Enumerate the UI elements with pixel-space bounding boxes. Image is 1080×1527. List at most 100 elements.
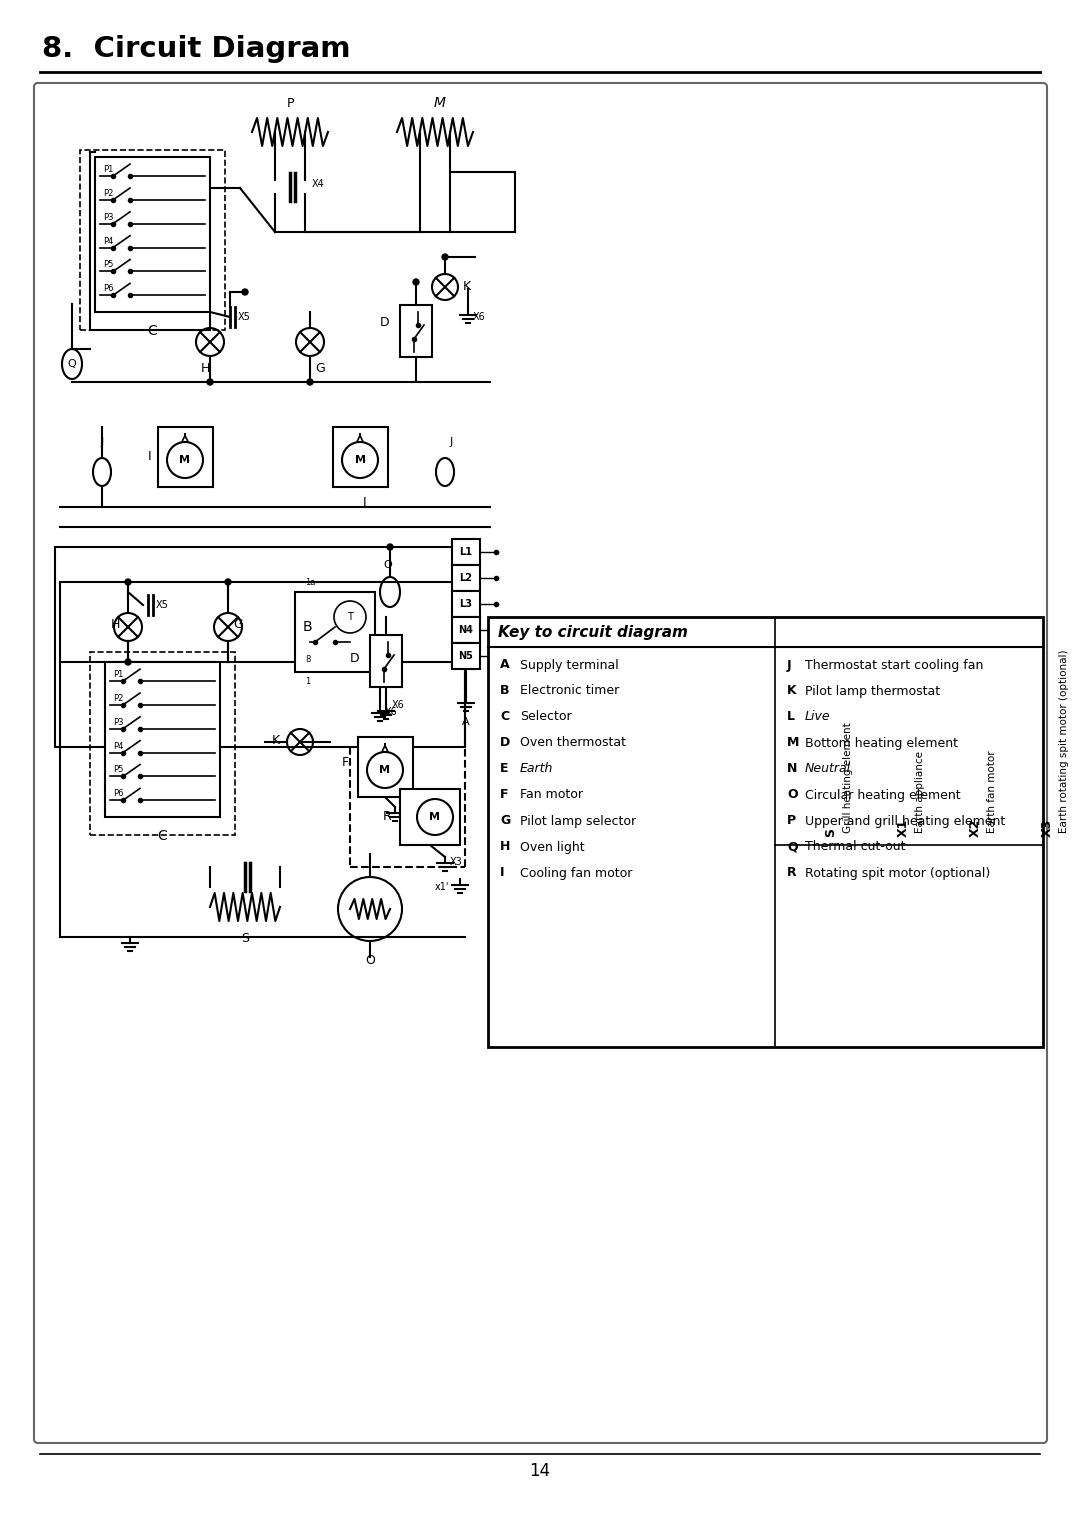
Text: P5: P5 (112, 765, 123, 774)
Text: J: J (450, 437, 454, 447)
Circle shape (387, 544, 393, 550)
Text: M: M (430, 812, 441, 822)
Bar (453, 565, 480, 591)
Text: X3: X3 (1040, 818, 1053, 837)
Text: A: A (500, 658, 510, 672)
Text: K: K (463, 281, 471, 293)
Text: X4: X4 (312, 179, 325, 189)
Text: Earth: Earth (519, 762, 553, 776)
Text: X5: X5 (238, 312, 251, 322)
Text: 8.  Circuit Diagram: 8. Circuit Diagram (42, 35, 351, 63)
Text: K: K (787, 684, 797, 698)
Text: P4: P4 (112, 742, 123, 751)
Bar (333, 428, 388, 487)
Text: J: J (787, 658, 792, 672)
Text: T: T (347, 612, 353, 621)
Bar (105, 663, 220, 817)
Text: B: B (500, 684, 510, 698)
Text: L: L (787, 710, 795, 724)
Text: Cooling fan motor: Cooling fan motor (519, 866, 633, 880)
Text: C: C (148, 324, 158, 337)
Circle shape (307, 379, 313, 385)
Text: G: G (315, 362, 325, 376)
Text: P2: P2 (103, 189, 113, 199)
Bar (400, 305, 432, 357)
Circle shape (413, 279, 419, 286)
Text: Bottom heating element: Bottom heating element (805, 736, 958, 750)
Text: Oven light: Oven light (519, 840, 584, 854)
Text: Circular heating element: Circular heating element (805, 788, 960, 802)
Text: L3: L3 (459, 599, 473, 609)
Text: P: P (787, 814, 796, 828)
Text: P5: P5 (103, 261, 113, 269)
Text: Earth rotating spit motor (optional): Earth rotating spit motor (optional) (1059, 649, 1069, 832)
Text: Q: Q (787, 840, 798, 854)
Text: P1: P1 (103, 165, 113, 174)
Text: G: G (233, 618, 243, 632)
Text: I: I (500, 866, 504, 880)
Text: K: K (272, 733, 280, 747)
Text: Thermostat start cooling fan: Thermostat start cooling fan (805, 658, 984, 672)
Text: A: A (462, 718, 470, 727)
Text: X3: X3 (450, 857, 462, 867)
Bar (453, 643, 480, 669)
Text: R: R (787, 866, 797, 880)
Text: X6: X6 (384, 707, 397, 718)
Text: H: H (200, 362, 210, 376)
Text: x1': x1' (435, 883, 449, 892)
Text: G: G (500, 814, 510, 828)
Text: M: M (179, 455, 190, 466)
Circle shape (125, 579, 131, 585)
Bar (55, 547, 465, 747)
Bar (295, 592, 375, 672)
Text: Rotating spit motor (optional): Rotating spit motor (optional) (805, 866, 990, 880)
Text: P6: P6 (103, 284, 113, 293)
Text: M: M (379, 765, 391, 776)
Text: P3: P3 (112, 718, 123, 727)
Bar (453, 539, 480, 565)
Text: P: P (286, 98, 294, 110)
Bar (453, 591, 480, 617)
Text: Upper and grill heating element: Upper and grill heating element (805, 814, 1005, 828)
Text: Q: Q (383, 560, 392, 570)
Text: L1: L1 (459, 547, 473, 557)
Text: 14: 14 (529, 1461, 551, 1480)
Text: D: D (500, 736, 510, 750)
Text: O: O (365, 954, 375, 967)
Bar (488, 617, 1043, 1048)
Text: X6: X6 (392, 699, 405, 710)
Text: Thermal cut-out: Thermal cut-out (805, 840, 905, 854)
Text: N: N (787, 762, 797, 776)
Text: F: F (341, 756, 349, 768)
Bar (158, 428, 213, 487)
Text: B: B (303, 620, 312, 634)
Text: P2: P2 (112, 693, 123, 702)
Text: M: M (354, 455, 365, 466)
Text: X5: X5 (156, 600, 168, 609)
Bar (80, 150, 225, 330)
Text: D: D (350, 652, 360, 666)
Text: 8: 8 (305, 655, 310, 664)
Text: F: F (500, 788, 509, 802)
Text: E: E (500, 762, 509, 776)
Circle shape (442, 253, 448, 260)
Text: Oven thermostat: Oven thermostat (519, 736, 626, 750)
Text: X6: X6 (473, 312, 486, 322)
Text: 1: 1 (305, 676, 310, 686)
Text: Pilot lamp selector: Pilot lamp selector (519, 814, 636, 828)
Bar (453, 617, 480, 643)
Text: M: M (434, 96, 446, 110)
Text: X2: X2 (400, 806, 413, 817)
Circle shape (125, 660, 131, 664)
Text: R: R (383, 811, 392, 823)
Text: Selector: Selector (519, 710, 571, 724)
Text: P3: P3 (103, 212, 113, 221)
Bar (400, 789, 460, 844)
Text: I: I (148, 450, 152, 464)
Text: Q: Q (68, 359, 77, 370)
Text: Grill heating element: Grill heating element (843, 722, 853, 832)
Text: Neutral: Neutral (805, 762, 851, 776)
Text: H: H (500, 840, 511, 854)
Text: C: C (158, 829, 167, 843)
Text: S: S (824, 828, 837, 837)
